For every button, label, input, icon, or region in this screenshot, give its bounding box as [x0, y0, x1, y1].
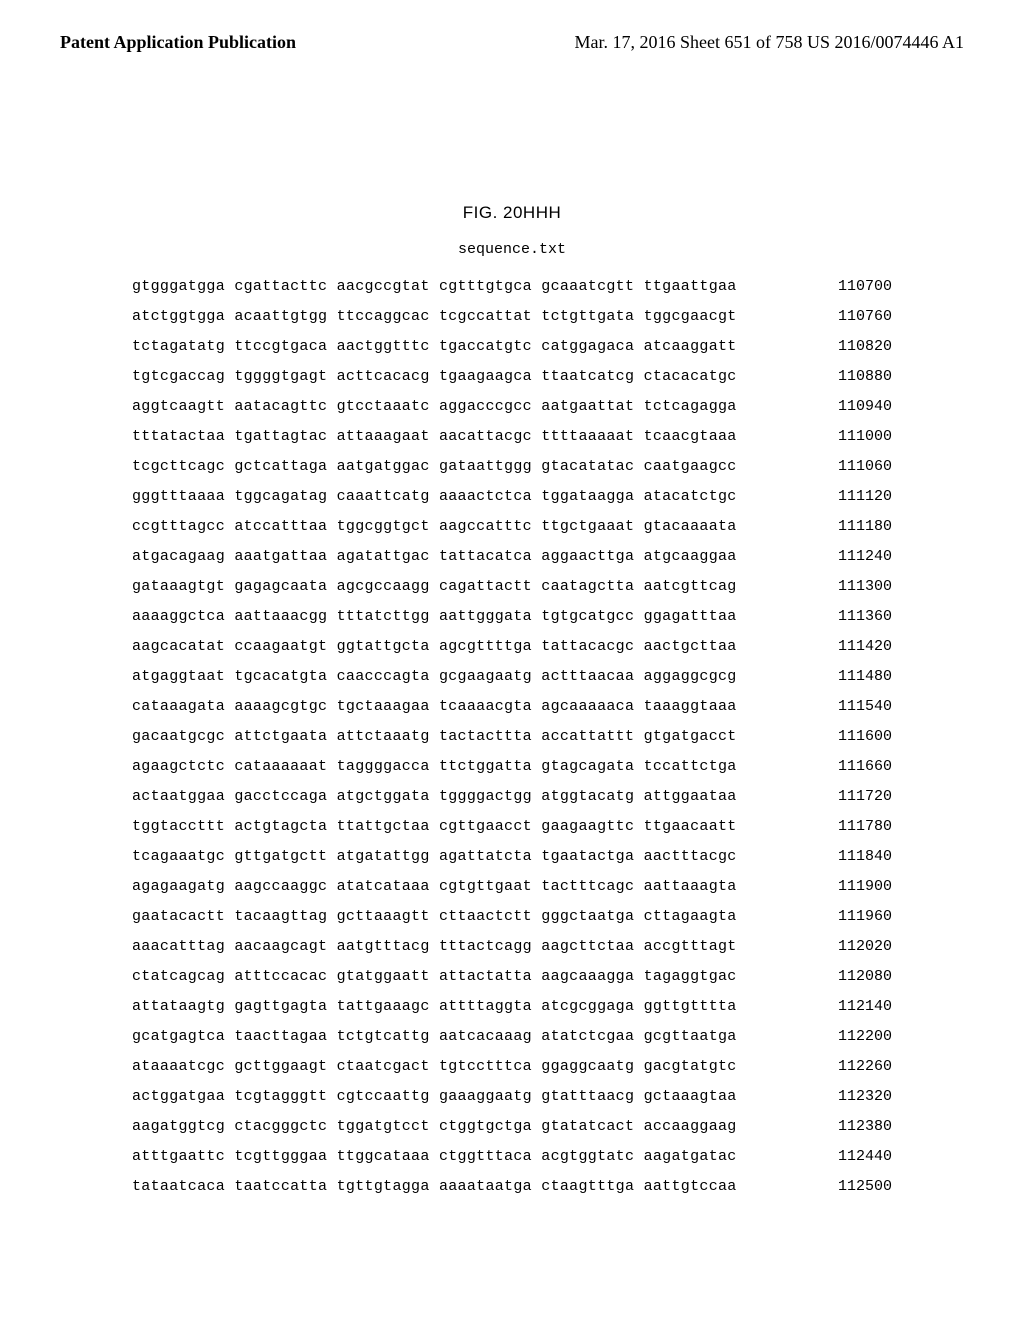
sequence-position: 111000	[812, 422, 892, 452]
sequence-position: 111960	[812, 902, 892, 932]
sequence-position: 112020	[812, 932, 892, 962]
sequence-text: ctatcagcag atttccacac gtatggaatt attacta…	[132, 962, 737, 992]
sequence-row: actggatgaa tcgtagggtt cgtccaattg gaaagga…	[132, 1082, 892, 1112]
sequence-text: atgaggtaat tgcacatgta caacccagta gcgaaga…	[132, 662, 737, 692]
sequence-text: attataagtg gagttgagta tattgaaagc attttag…	[132, 992, 737, 1022]
sequence-position: 112200	[812, 1022, 892, 1052]
sequence-row: tcagaaatgc gttgatgctt atgatattgg agattat…	[132, 842, 892, 872]
sequence-row: tggtaccttt actgtagcta ttattgctaa cgttgaa…	[132, 812, 892, 842]
sequence-position: 112320	[812, 1082, 892, 1112]
sequence-text: gggtttaaaa tggcagatag caaattcatg aaaactc…	[132, 482, 737, 512]
sequence-block: gtgggatgga cgattacttc aacgccgtat cgtttgt…	[132, 272, 892, 1202]
sequence-row: gtgggatgga cgattacttc aacgccgtat cgtttgt…	[132, 272, 892, 302]
sequence-position: 110760	[812, 302, 892, 332]
sequence-row: aagatggtcg ctacgggctc tggatgtcct ctggtgc…	[132, 1112, 892, 1142]
sequence-position: 112380	[812, 1112, 892, 1142]
sequence-position: 110940	[812, 392, 892, 422]
header-date-sheet: Mar. 17, 2016 Sheet 651 of 758 US 2016/0…	[575, 32, 965, 53]
sequence-position: 111300	[812, 572, 892, 602]
sequence-position: 110700	[812, 272, 892, 302]
sequence-row: atctggtgga acaattgtgg ttccaggcac tcgccat…	[132, 302, 892, 332]
sequence-text: tttatactaa tgattagtac attaaagaat aacatta…	[132, 422, 737, 452]
sequence-text: agaagctctc cataaaaaat taggggacca ttctgga…	[132, 752, 737, 782]
sequence-text: tcagaaatgc gttgatgctt atgatattgg agattat…	[132, 842, 737, 872]
sequence-text: actggatgaa tcgtagggtt cgtccaattg gaaagga…	[132, 1082, 737, 1112]
sequence-row: ataaaatcgc gcttggaagt ctaatcgact tgtcctt…	[132, 1052, 892, 1082]
sequence-row: gggtttaaaa tggcagatag caaattcatg aaaactc…	[132, 482, 892, 512]
sequence-text: cataaagata aaaagcgtgc tgctaaagaa tcaaaac…	[132, 692, 737, 722]
sequence-text: aaacatttag aacaagcagt aatgtttacg tttactc…	[132, 932, 737, 962]
sequence-position: 112260	[812, 1052, 892, 1082]
sequence-position: 110820	[812, 332, 892, 362]
figure-label: FIG. 20HHH	[0, 203, 1024, 223]
sequence-row: gataaagtgt gagagcaata agcgccaagg cagatta…	[132, 572, 892, 602]
sequence-text: gacaatgcgc attctgaata attctaaatg tactact…	[132, 722, 737, 752]
sequence-position: 111840	[812, 842, 892, 872]
sequence-row: gacaatgcgc attctgaata attctaaatg tactact…	[132, 722, 892, 752]
sequence-text: ataaaatcgc gcttggaagt ctaatcgact tgtcctt…	[132, 1052, 737, 1082]
sequence-row: atgacagaag aaatgattaa agatattgac tattaca…	[132, 542, 892, 572]
header-publication: Patent Application Publication	[60, 32, 296, 53]
sequence-text: aagatggtcg ctacgggctc tggatgtcct ctggtgc…	[132, 1112, 737, 1142]
sequence-text: tctagatatg ttccgtgaca aactggtttc tgaccat…	[132, 332, 737, 362]
page-header: Patent Application Publication Mar. 17, …	[0, 0, 1024, 53]
sequence-row: ccgtttagcc atccatttaa tggcggtgct aagccat…	[132, 512, 892, 542]
sequence-text: tggtaccttt actgtagcta ttattgctaa cgttgaa…	[132, 812, 737, 842]
sequence-position: 111540	[812, 692, 892, 722]
sequence-text: gcatgagtca taacttagaa tctgtcattg aatcaca…	[132, 1022, 737, 1052]
sequence-position: 111240	[812, 542, 892, 572]
sequence-text: ccgtttagcc atccatttaa tggcggtgct aagccat…	[132, 512, 737, 542]
sequence-position: 112140	[812, 992, 892, 1022]
sequence-text: tcgcttcagc gctcattaga aatgatggac gataatt…	[132, 452, 737, 482]
sequence-row: aggtcaagtt aatacagttc gtcctaaatc aggaccc…	[132, 392, 892, 422]
sequence-row: tttatactaa tgattagtac attaaagaat aacatta…	[132, 422, 892, 452]
sequence-text: aagcacatat ccaagaatgt ggtattgcta agcgttt…	[132, 632, 737, 662]
sequence-position: 111120	[812, 482, 892, 512]
sequence-row: tctagatatg ttccgtgaca aactggtttc tgaccat…	[132, 332, 892, 362]
sequence-position: 111780	[812, 812, 892, 842]
sequence-position: 111600	[812, 722, 892, 752]
sequence-position: 111720	[812, 782, 892, 812]
sequence-text: agagaagatg aagccaaggc atatcataaa cgtgttg…	[132, 872, 737, 902]
sequence-text: gtgggatgga cgattacttc aacgccgtat cgtttgt…	[132, 272, 737, 302]
sequence-position: 111420	[812, 632, 892, 662]
sequence-row: aagcacatat ccaagaatgt ggtattgcta agcgttt…	[132, 632, 892, 662]
sequence-text: gataaagtgt gagagcaata agcgccaagg cagatta…	[132, 572, 737, 602]
sequence-text: aggtcaagtt aatacagttc gtcctaaatc aggaccc…	[132, 392, 737, 422]
sequence-text: tgtcgaccag tggggtgagt acttcacacg tgaagaa…	[132, 362, 737, 392]
sequence-row: agagaagatg aagccaaggc atatcataaa cgtgttg…	[132, 872, 892, 902]
sequence-position: 111180	[812, 512, 892, 542]
sequence-row: aaacatttag aacaagcagt aatgtttacg tttactc…	[132, 932, 892, 962]
sequence-row: tgtcgaccag tggggtgagt acttcacacg tgaagaa…	[132, 362, 892, 392]
sequence-position: 112440	[812, 1142, 892, 1172]
sequence-position: 112080	[812, 962, 892, 992]
sequence-text: atttgaattc tcgttgggaa ttggcataaa ctggttt…	[132, 1142, 737, 1172]
sequence-row: attataagtg gagttgagta tattgaaagc attttag…	[132, 992, 892, 1022]
sequence-position: 111060	[812, 452, 892, 482]
sequence-text: tataatcaca taatccatta tgttgtagga aaaataa…	[132, 1172, 737, 1202]
sequence-row: aaaaggctca aattaaacgg tttatcttgg aattggg…	[132, 602, 892, 632]
sequence-row: agaagctctc cataaaaaat taggggacca ttctgga…	[132, 752, 892, 782]
sequence-text: aaaaggctca aattaaacgg tttatcttgg aattggg…	[132, 602, 737, 632]
sequence-row: atgaggtaat tgcacatgta caacccagta gcgaaga…	[132, 662, 892, 692]
sequence-position: 112500	[812, 1172, 892, 1202]
sequence-row: atttgaattc tcgttgggaa ttggcataaa ctggttt…	[132, 1142, 892, 1172]
sequence-row: cataaagata aaaagcgtgc tgctaaagaa tcaaaac…	[132, 692, 892, 722]
sequence-text: actaatggaa gacctccaga atgctggata tggggac…	[132, 782, 737, 812]
sequence-position: 111900	[812, 872, 892, 902]
sequence-row: tcgcttcagc gctcattaga aatgatggac gataatt…	[132, 452, 892, 482]
sequence-row: actaatggaa gacctccaga atgctggata tggggac…	[132, 782, 892, 812]
sequence-row: tataatcaca taatccatta tgttgtagga aaaataa…	[132, 1172, 892, 1202]
sequence-row: gaatacactt tacaagttag gcttaaagtt cttaact…	[132, 902, 892, 932]
sequence-row: ctatcagcag atttccacac gtatggaatt attacta…	[132, 962, 892, 992]
sequence-position: 111660	[812, 752, 892, 782]
sequence-position: 110880	[812, 362, 892, 392]
sequence-filename: sequence.txt	[0, 241, 1024, 258]
sequence-position: 111360	[812, 602, 892, 632]
sequence-text: gaatacactt tacaagttag gcttaaagtt cttaact…	[132, 902, 737, 932]
sequence-row: gcatgagtca taacttagaa tctgtcattg aatcaca…	[132, 1022, 892, 1052]
sequence-text: atgacagaag aaatgattaa agatattgac tattaca…	[132, 542, 737, 572]
sequence-position: 111480	[812, 662, 892, 692]
sequence-text: atctggtgga acaattgtgg ttccaggcac tcgccat…	[132, 302, 737, 332]
